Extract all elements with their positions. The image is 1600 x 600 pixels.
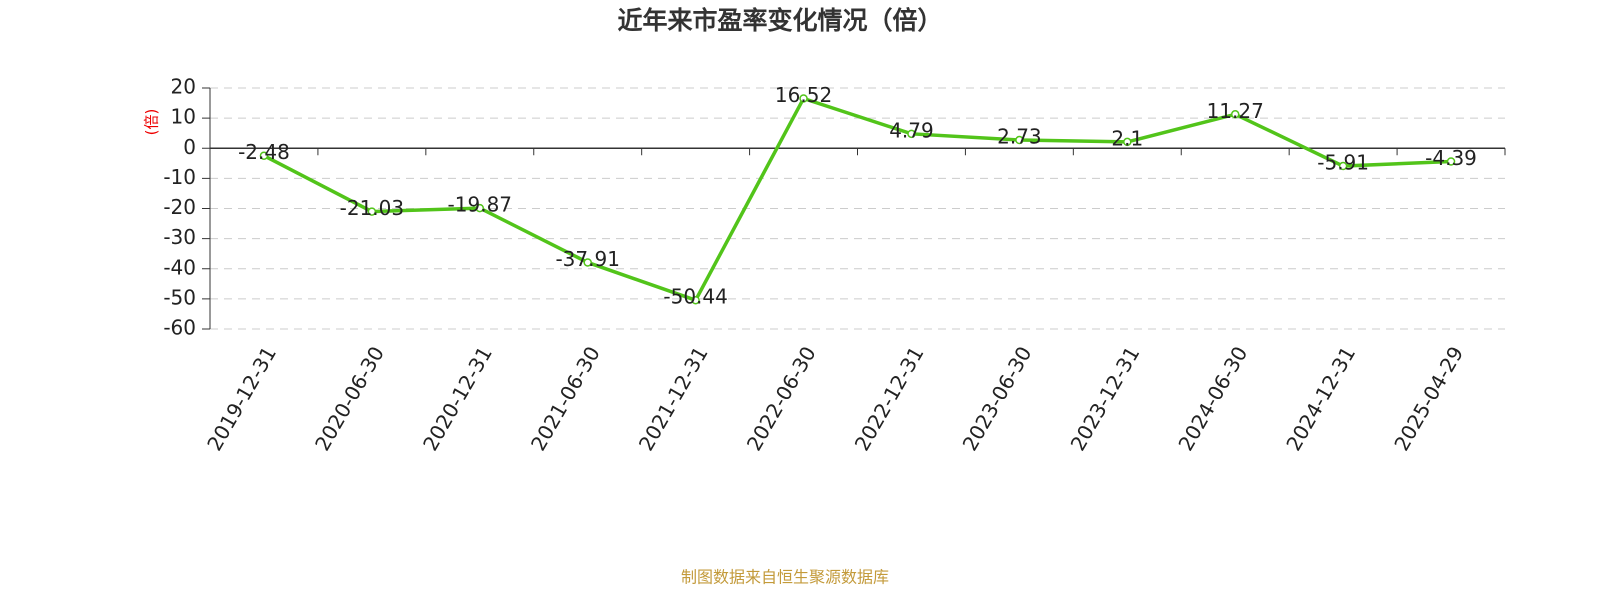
y-tick-label: -10 (163, 165, 196, 189)
y-tick-label: -40 (163, 255, 196, 279)
data-point (1230, 110, 1240, 119)
x-tick-label: 2022-12-31 (850, 342, 929, 455)
data-point (1015, 135, 1024, 145)
data-point (475, 203, 485, 213)
data-point (583, 258, 592, 267)
data-point (1123, 137, 1132, 147)
data-line (263, 96, 1452, 303)
y-tick-label: 20 (171, 75, 196, 99)
data-point (1338, 161, 1348, 171)
y-tick-label: -60 (163, 316, 196, 340)
data-label: -2.48 (238, 140, 290, 164)
data-point (907, 129, 916, 139)
data-label: -37.91 (555, 247, 619, 271)
data-label: 2.1 (1111, 126, 1143, 150)
data-label: -5.91 (1317, 151, 1369, 175)
x-tick-label: 2025-04-29 (1389, 342, 1468, 455)
x-tick-label: 2021-12-31 (634, 342, 713, 455)
x-tick-label: 2024-06-30 (1173, 342, 1252, 455)
x-tick-label: 2024-12-31 (1281, 342, 1360, 455)
y-tick-label: 0 (183, 135, 196, 159)
chart-title: 近年来市盈率变化情况（倍） (617, 6, 942, 35)
y-axis-label: (倍) (143, 109, 161, 136)
x-tick-label: 2020-12-31 (418, 342, 497, 455)
x-tick-label: 2021-06-30 (526, 342, 605, 455)
data-point (259, 151, 269, 160)
data-label: -19.87 (448, 193, 512, 217)
data-label: -21.03 (340, 196, 404, 220)
data-point (367, 207, 377, 216)
data-point (691, 295, 700, 305)
data-label: 4.79 (889, 118, 934, 142)
y-tick-label: 10 (171, 105, 196, 129)
data-label: -4.39 (1425, 146, 1477, 170)
data-point (799, 94, 808, 103)
y-tick-label: -50 (163, 285, 196, 309)
y-tick-label: -20 (163, 195, 196, 219)
data-label: 16.52 (775, 83, 832, 107)
x-tick-label: 2019-12-31 (202, 342, 281, 455)
x-tick-label: 2020-06-30 (310, 342, 389, 455)
data-point (1446, 157, 1456, 166)
source-note: 制图数据来自恒生聚源数据库 (681, 568, 889, 587)
y-tick-label: -30 (163, 225, 196, 249)
data-label: -50.44 (663, 285, 727, 309)
x-tick-label: 2022-06-30 (742, 342, 821, 455)
data-label: 2.73 (997, 125, 1042, 149)
data-label: 11.27 (1207, 99, 1264, 123)
x-tick-label: 2023-06-30 (958, 342, 1037, 455)
x-tick-label: 2023-12-31 (1065, 342, 1144, 455)
